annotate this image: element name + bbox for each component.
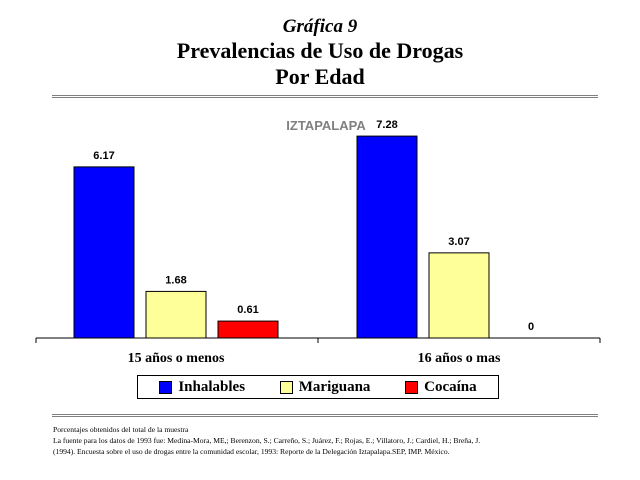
legend-label-cocaina: Cocaína (424, 378, 477, 395)
data-label-mariguana-1: 1.68 (165, 274, 186, 286)
data-label-cocaina-1: 0.61 (237, 304, 258, 316)
divider-bottom (52, 414, 598, 417)
bar-cocaina-1 (217, 320, 279, 339)
data-label-cocaina-2: 0 (528, 321, 534, 333)
legend-swatch-cocaina (405, 380, 419, 394)
bar-chart: IZTAPALAPA 6.17 1.68 0.61 7.28 3.07 0 15 años… (35, 118, 601, 366)
legend-swatch-inhalables (159, 380, 173, 394)
legend-item-cocaina: Cocaína (405, 379, 477, 396)
chart-title: IZTAPALAPA (286, 118, 366, 133)
chart-kicker: Gráfica 9 (282, 16, 358, 37)
note-line-3: (1994). Encuesta sobre el uso de drogas … (53, 447, 450, 456)
legend-item-inhalables: Inhalables (159, 379, 245, 396)
note-line-2: La fuente para los datos de 1993 fue: Me… (53, 436, 481, 445)
legend-item-mariguana: Mariguana (279, 378, 371, 396)
legend-swatch-mariguana (279, 380, 293, 394)
bar-inhalables-1 (73, 166, 135, 339)
x-tick-label-2: 16 años o mas (418, 351, 501, 366)
data-label-inhalables-1: 6.17 (93, 150, 114, 162)
page-title-line1: Prevalencias de Uso de Drogas (176, 38, 464, 63)
bar-mariguana-1 (145, 290, 207, 339)
data-label-mariguana-2: 3.07 (448, 236, 469, 248)
x-tick-label-1: 15 años o menos (128, 351, 225, 366)
page-title-line2: Por Edad (275, 64, 365, 89)
note-line-1: Porcentajes obtenidos del total de la mu… (53, 425, 189, 434)
chart-legend: Inhalables Mariguana Cocaína (137, 375, 499, 399)
legend-label-inhalables: Inhalables (178, 378, 246, 395)
bar-inhalables-2 (356, 135, 418, 339)
divider-top (52, 95, 598, 98)
legend-label-mariguana: Mariguana (298, 378, 371, 395)
data-label-inhalables-2: 7.28 (376, 119, 397, 131)
source-notes: Porcentajes obtenidos del total de la mu… (53, 424, 613, 457)
bar-mariguana-2 (428, 252, 490, 339)
